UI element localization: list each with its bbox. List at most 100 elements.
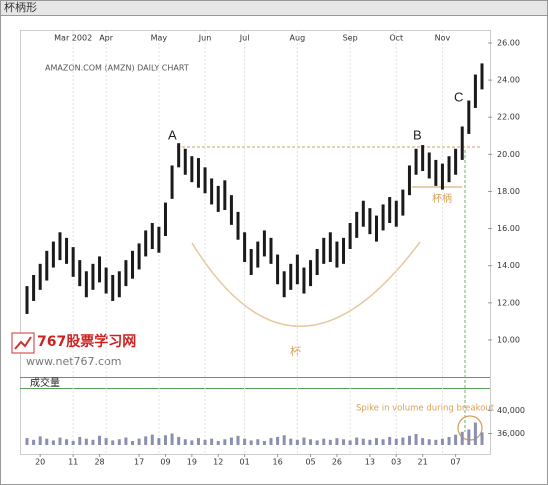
- price-bar: [368, 208, 372, 235]
- price-bar: [335, 241, 339, 268]
- cup-arc: [191, 241, 421, 327]
- volume-bar: [32, 439, 36, 445]
- volume-bar: [289, 438, 293, 445]
- price-bar: [473, 74, 477, 108]
- volume-bar: [229, 437, 233, 445]
- volume-bar: [309, 439, 313, 445]
- volume-bar: [243, 438, 247, 445]
- y-tick-label: 12.00: [497, 298, 520, 307]
- price-bar: [170, 165, 174, 199]
- month-label: Mar 2002: [54, 34, 92, 43]
- price-bar: [78, 260, 82, 287]
- volume-bar: [467, 429, 471, 445]
- price-bar: [65, 237, 69, 264]
- volume-bar: [163, 435, 167, 445]
- volume-bar: [51, 440, 55, 445]
- volume-bar: [282, 435, 286, 445]
- x-tick-label: 05: [305, 458, 315, 467]
- price-bar: [348, 223, 352, 249]
- month-label: Jul: [239, 34, 250, 43]
- y-tick-label: 14.00: [497, 261, 520, 270]
- price-bar: [315, 248, 319, 275]
- x-tick-label: 19: [187, 458, 197, 467]
- price-bar: [355, 211, 359, 238]
- volume-bar: [71, 440, 75, 445]
- price-bar: [25, 286, 29, 314]
- month-label: Jun: [198, 34, 212, 43]
- volume-bar: [183, 439, 187, 445]
- price-bar: [104, 267, 108, 294]
- volume-bar: [157, 438, 161, 445]
- price-bar: [361, 200, 365, 227]
- price-bar: [434, 159, 438, 186]
- volume-bar: [276, 436, 280, 445]
- x-tick-label: 21: [418, 458, 428, 467]
- x-tick-label: 07: [451, 458, 461, 467]
- volume-bar: [91, 439, 95, 445]
- price-bar: [249, 248, 253, 275]
- volume-bar: [117, 439, 121, 445]
- price-bar: [262, 230, 266, 257]
- volume-bar: [414, 434, 418, 445]
- volume-bar: [111, 440, 115, 445]
- volume-bar: [236, 435, 240, 445]
- page-title: 杯柄形: [4, 0, 37, 14]
- x-tick-label: 26: [332, 458, 342, 467]
- price-bar: [111, 274, 115, 301]
- price-bar: [32, 274, 36, 301]
- volume-bar: [381, 439, 385, 445]
- volume-bar: [361, 438, 365, 445]
- volume-bar: [170, 433, 174, 445]
- volume-bar: [38, 436, 42, 445]
- volume-bar: [460, 431, 464, 445]
- price-bar: [328, 232, 332, 262]
- price-bar: [342, 237, 346, 264]
- price-bar: [302, 267, 306, 294]
- price-bar: [223, 180, 227, 211]
- volume-bar: [124, 437, 128, 445]
- label-b: B: [413, 127, 422, 142]
- volume-bar: [328, 439, 332, 445]
- volume-bar: [131, 440, 135, 445]
- volume-bar: [394, 438, 398, 445]
- price-bar: [381, 204, 385, 231]
- x-tick-label: 09: [160, 458, 170, 467]
- volume-bar: [45, 438, 49, 445]
- volume-bar: [473, 422, 477, 445]
- price-bar: [203, 167, 207, 194]
- volume-bar: [78, 436, 82, 445]
- chart-title: AMAZON.COM (AMZN) DAILY CHART: [45, 64, 189, 73]
- price-bar: [58, 232, 62, 261]
- volume-bar: [210, 438, 214, 445]
- price-bar: [407, 165, 411, 196]
- price-bar: [144, 230, 148, 257]
- price-bar: [440, 163, 444, 190]
- price-bar: [447, 156, 451, 183]
- y-tick-label: 24.00: [497, 76, 520, 85]
- volume-bar: [84, 438, 88, 445]
- price-bar: [163, 202, 167, 237]
- y-tick-label: 26.00: [497, 38, 520, 47]
- y-tick-label: 18.00: [497, 187, 520, 196]
- y-tick-label: 16.00: [497, 224, 520, 233]
- price-bar: [210, 178, 214, 205]
- handle-label: 杯柄: [432, 192, 452, 205]
- volume-bar: [203, 439, 207, 445]
- price-bar: [401, 189, 405, 216]
- volume-bar: [190, 440, 194, 445]
- volume-bar: [295, 439, 299, 445]
- month-label: Apr: [99, 34, 114, 43]
- logo-arrow: [14, 336, 32, 350]
- price-bar: [150, 223, 154, 249]
- price-bar: [71, 247, 75, 277]
- price-bar: [394, 200, 398, 227]
- volume-bar: [262, 440, 266, 445]
- volume-bar: [368, 439, 372, 445]
- price-bar: [183, 148, 187, 175]
- watermark-url: www.net767.com: [26, 355, 122, 368]
- x-tick-label: 16: [272, 458, 282, 467]
- volume-tick-label: 36,000: [497, 429, 525, 438]
- volume-bar: [196, 438, 200, 445]
- volume-bar: [150, 434, 154, 445]
- volume-bar: [440, 438, 444, 445]
